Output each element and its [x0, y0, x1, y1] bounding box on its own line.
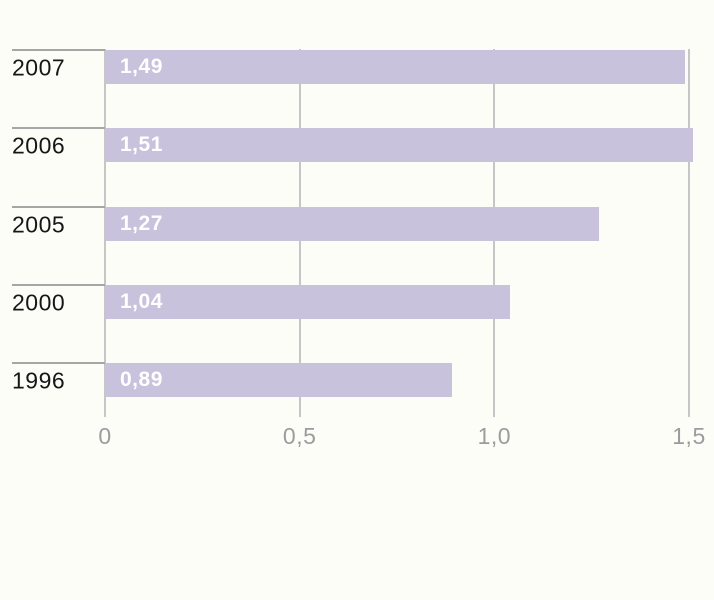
gridline: [688, 49, 690, 417]
category-label: 2000: [12, 289, 66, 316]
row-rule: [12, 127, 105, 130]
category-label: 1996: [12, 367, 66, 394]
x-tick-label: 1,0: [477, 423, 512, 449]
bar-value-label: 1,27: [120, 211, 163, 235]
row-rule: [12, 205, 105, 208]
bar: 1,04: [105, 284, 510, 319]
bar-value-label: 0,89: [120, 368, 163, 392]
category-label: 2007: [12, 54, 66, 81]
bar: 1,49: [105, 50, 685, 84]
x-tick-label: 0,5: [282, 423, 317, 449]
bar-value-label: 1,49: [120, 55, 163, 78]
row-rule: [12, 362, 105, 365]
x-tick-label: 0: [98, 423, 112, 449]
row-rule: [12, 283, 105, 286]
bar: 0,89: [105, 363, 452, 398]
row-rule: [12, 49, 105, 51]
category-label: 2005: [12, 211, 66, 238]
bar: 1,27: [105, 206, 599, 241]
bar-value-label: 1,04: [120, 289, 163, 313]
category-label: 2006: [12, 132, 66, 159]
x-tick-label: 1,5: [672, 423, 706, 449]
bar: 1,51: [105, 128, 693, 163]
bar-value-label: 1,51: [120, 133, 163, 157]
